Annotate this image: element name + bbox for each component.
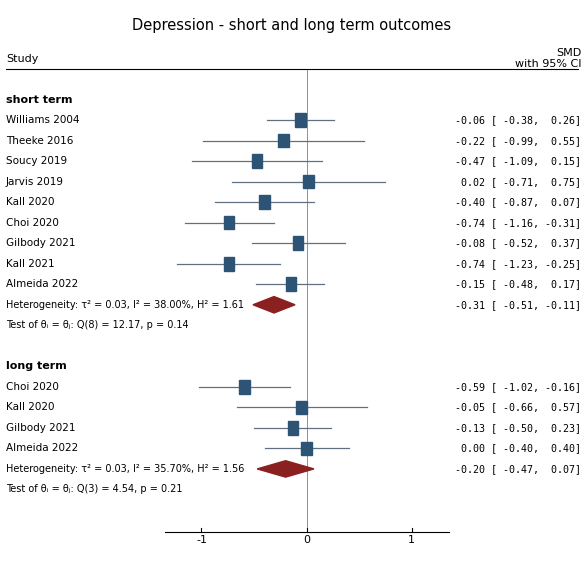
Text: Kall 2021: Kall 2021 bbox=[6, 259, 54, 269]
Text: Kall 2020: Kall 2020 bbox=[6, 197, 54, 207]
Text: -0.05 [ -0.66,  0.57]: -0.05 [ -0.66, 0.57] bbox=[455, 402, 581, 412]
Text: SMD: SMD bbox=[556, 48, 581, 58]
Text: Heterogeneity: τ² = 0.03, I² = 38.00%, H² = 1.61: Heterogeneity: τ² = 0.03, I² = 38.00%, H… bbox=[6, 300, 244, 310]
Text: Almeida 2022: Almeida 2022 bbox=[6, 444, 78, 453]
Text: Heterogeneity: τ² = 0.03, I² = 35.70%, H² = 1.56: Heterogeneity: τ² = 0.03, I² = 35.70%, H… bbox=[6, 464, 244, 474]
Text: Test of θᵢ = θⱼ: Q(8) = 12.17, p = 0.14: Test of θᵢ = θⱼ: Q(8) = 12.17, p = 0.14 bbox=[6, 320, 189, 330]
Text: with 95% CI: with 95% CI bbox=[515, 59, 581, 69]
Text: -0.08 [ -0.52,  0.37]: -0.08 [ -0.52, 0.37] bbox=[455, 238, 581, 248]
Text: -0.74 [ -1.23, -0.25]: -0.74 [ -1.23, -0.25] bbox=[455, 259, 581, 269]
Text: -1: -1 bbox=[196, 535, 207, 545]
Text: Study: Study bbox=[6, 53, 38, 64]
Text: 0.02 [ -0.71,  0.75]: 0.02 [ -0.71, 0.75] bbox=[455, 177, 581, 187]
Polygon shape bbox=[257, 461, 314, 477]
Text: Soucy 2019: Soucy 2019 bbox=[6, 156, 67, 166]
Text: Jarvis 2019: Jarvis 2019 bbox=[6, 177, 64, 187]
Text: Williams 2004: Williams 2004 bbox=[6, 115, 79, 125]
FancyBboxPatch shape bbox=[293, 236, 304, 250]
Text: Almeida 2022: Almeida 2022 bbox=[6, 279, 78, 289]
Text: Kall 2020: Kall 2020 bbox=[6, 402, 54, 412]
Text: -0.15 [ -0.48,  0.17]: -0.15 [ -0.48, 0.17] bbox=[455, 279, 581, 289]
Text: -0.31 [ -0.51, -0.11]: -0.31 [ -0.51, -0.11] bbox=[455, 300, 581, 310]
Text: -0.47 [ -1.09,  0.15]: -0.47 [ -1.09, 0.15] bbox=[455, 156, 581, 166]
Text: -0.06 [ -0.38,  0.26]: -0.06 [ -0.38, 0.26] bbox=[455, 115, 581, 125]
FancyBboxPatch shape bbox=[304, 175, 314, 189]
Text: Theeke 2016: Theeke 2016 bbox=[6, 136, 73, 145]
FancyBboxPatch shape bbox=[252, 154, 262, 168]
Text: Gilbody 2021: Gilbody 2021 bbox=[6, 423, 75, 433]
Text: Depression - short and long term outcomes: Depression - short and long term outcome… bbox=[133, 18, 451, 33]
Text: short term: short term bbox=[6, 95, 72, 105]
Text: Gilbody 2021: Gilbody 2021 bbox=[6, 238, 75, 248]
Text: 0.00 [ -0.40,  0.40]: 0.00 [ -0.40, 0.40] bbox=[455, 444, 581, 453]
FancyBboxPatch shape bbox=[224, 257, 234, 270]
FancyBboxPatch shape bbox=[301, 442, 312, 455]
Text: -0.13 [ -0.50,  0.23]: -0.13 [ -0.50, 0.23] bbox=[455, 423, 581, 433]
Text: -0.59 [ -1.02, -0.16]: -0.59 [ -1.02, -0.16] bbox=[455, 382, 581, 392]
FancyBboxPatch shape bbox=[224, 216, 234, 229]
Text: Test of θᵢ = θⱼ: Q(3) = 4.54, p = 0.21: Test of θᵢ = θⱼ: Q(3) = 4.54, p = 0.21 bbox=[6, 485, 182, 494]
Text: -0.74 [ -1.16, -0.31]: -0.74 [ -1.16, -0.31] bbox=[455, 218, 581, 228]
Text: 0: 0 bbox=[303, 535, 310, 545]
FancyBboxPatch shape bbox=[286, 278, 296, 291]
Text: Choi 2020: Choi 2020 bbox=[6, 382, 59, 392]
FancyBboxPatch shape bbox=[288, 421, 298, 435]
FancyBboxPatch shape bbox=[295, 114, 305, 127]
Polygon shape bbox=[253, 296, 295, 313]
FancyBboxPatch shape bbox=[259, 195, 270, 209]
Text: Choi 2020: Choi 2020 bbox=[6, 218, 59, 228]
Text: -0.20 [ -0.47,  0.07]: -0.20 [ -0.47, 0.07] bbox=[455, 464, 581, 474]
Text: long term: long term bbox=[6, 361, 67, 371]
FancyBboxPatch shape bbox=[278, 134, 288, 147]
FancyBboxPatch shape bbox=[296, 400, 307, 414]
Text: -0.22 [ -0.99,  0.55]: -0.22 [ -0.99, 0.55] bbox=[455, 136, 581, 145]
Text: -0.40 [ -0.87,  0.07]: -0.40 [ -0.87, 0.07] bbox=[455, 197, 581, 207]
FancyBboxPatch shape bbox=[239, 380, 250, 394]
Text: 1: 1 bbox=[408, 535, 415, 545]
